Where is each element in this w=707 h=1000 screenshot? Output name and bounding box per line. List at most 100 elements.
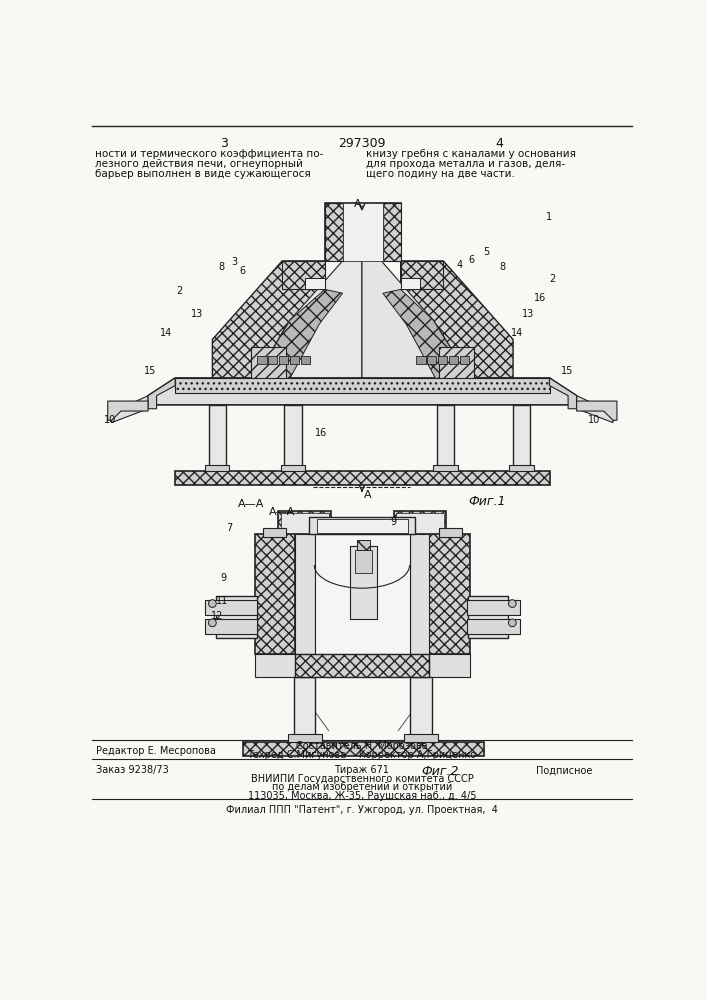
Bar [401,278,420,289]
Bar [257,356,267,364]
Bar [416,356,426,364]
Bar [282,261,325,289]
Text: 9: 9 [220,573,226,583]
Bar [410,677,432,738]
Text: A—A: A—A [238,499,264,509]
Bar [175,378,549,393]
Bar [394,511,446,534]
Circle shape [209,619,216,627]
Bar [293,677,315,738]
Bar [355,550,372,573]
Bar [279,356,288,364]
Bar [251,347,286,386]
Text: 4: 4 [457,260,462,270]
Text: 5: 5 [484,247,490,257]
Text: 10: 10 [104,415,116,425]
Bar [279,511,331,534]
Text: Филиал ППП "Патент", г. Ужгород, ул. Проектная,  4: Филиал ППП "Патент", г. Ужгород, ул. Про… [226,805,498,815]
Text: 12: 12 [211,611,223,621]
Bar [433,465,458,471]
Text: A—A: A—A [269,507,296,517]
Text: 2: 2 [549,274,556,284]
Bar [309,517,416,534]
Bar [325,203,401,261]
Text: 6: 6 [468,255,474,265]
Text: 1: 1 [546,212,551,222]
Text: 7: 7 [226,523,233,533]
Bar [427,356,436,364]
Text: 14: 14 [160,328,172,338]
Bar [509,465,534,471]
Text: Заказ 9238/73: Заказ 9238/73 [96,765,169,775]
Bar [305,278,325,289]
Circle shape [209,600,216,607]
Text: 11: 11 [216,596,228,606]
Polygon shape [401,261,513,386]
Polygon shape [577,396,613,423]
Bar [290,356,299,364]
Text: 113035, Москва, Ж-35, Раушская наб., д. 4/5: 113035, Москва, Ж-35, Раушская наб., д. … [247,791,477,801]
Text: для прохода металла и газов, деля-: для прохода металла и газов, деля- [366,159,565,169]
Polygon shape [383,289,474,386]
Text: 6: 6 [240,266,245,276]
Bar [437,405,454,467]
Polygon shape [212,261,325,386]
Text: 3: 3 [220,137,228,150]
Bar [343,203,383,261]
Text: по делам изобретений и открытий: по делам изобретений и открытий [271,782,452,792]
Bar [440,347,474,386]
Text: Подписное: Подписное [536,765,592,775]
Bar [513,405,530,467]
Text: 9: 9 [391,517,397,527]
Bar [255,534,296,654]
Bar [467,600,520,615]
Text: 14: 14 [510,328,523,338]
Polygon shape [112,396,148,423]
Text: ВНИИПИ Государственного комитета СССР: ВНИИПИ Государственного комитета СССР [250,774,473,784]
Text: 16: 16 [534,293,547,303]
Bar [325,203,343,261]
Bar [288,734,322,742]
Polygon shape [251,261,362,386]
Circle shape [508,619,516,627]
Bar [438,528,462,537]
Bar [468,596,508,638]
Text: 8: 8 [499,262,506,272]
Bar [296,654,429,677]
Bar [429,534,469,654]
Bar [263,528,286,537]
Text: ности и термического коэффициента по-: ности и термического коэффициента по- [95,149,323,159]
Bar [401,261,443,289]
Bar [410,534,429,654]
Text: 15: 15 [144,366,156,376]
Bar [429,654,469,677]
Text: 3: 3 [232,257,238,267]
Text: 13: 13 [192,309,204,319]
Bar [209,405,226,467]
Polygon shape [362,261,474,386]
Text: 8: 8 [218,262,225,272]
Bar [255,654,296,677]
Bar [315,534,410,654]
Bar [404,734,438,742]
Bar [204,465,230,471]
Polygon shape [107,401,148,420]
Bar [296,534,315,654]
Polygon shape [148,378,577,405]
Polygon shape [549,378,577,409]
Bar [317,519,408,533]
Text: 4: 4 [495,137,503,150]
Text: 2: 2 [176,286,182,296]
Text: Составитель Н. Морозова: Составитель Н. Морозова [296,741,428,751]
Bar [284,405,301,467]
Circle shape [508,600,516,607]
Bar [243,742,484,756]
Polygon shape [148,378,175,409]
Bar [383,203,401,261]
Bar [460,356,469,364]
Text: Редактор Е. Месропова: Редактор Е. Месропова [96,746,216,756]
Text: 16: 16 [315,428,327,438]
Bar [204,619,257,634]
Bar [281,465,305,471]
Bar [467,619,520,634]
